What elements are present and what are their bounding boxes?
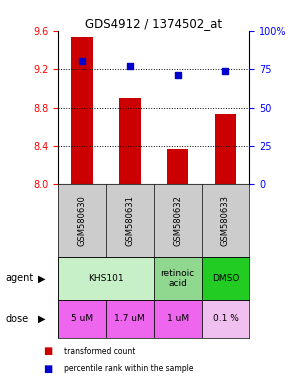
Text: dose: dose: [6, 314, 29, 324]
Bar: [202, 257, 249, 300]
Bar: [71, 37, 93, 184]
Text: GSM580631: GSM580631: [125, 195, 134, 246]
Bar: [154, 300, 202, 338]
Bar: [119, 98, 141, 184]
Bar: [58, 300, 106, 338]
Text: 1 uM: 1 uM: [166, 314, 189, 323]
Text: agent: agent: [6, 273, 34, 283]
Bar: [202, 300, 249, 338]
Text: DMSO: DMSO: [212, 274, 239, 283]
Text: GSM580633: GSM580633: [221, 195, 230, 246]
Text: ▶: ▶: [38, 314, 45, 324]
Text: percentile rank within the sample: percentile rank within the sample: [64, 364, 193, 373]
Text: transformed count: transformed count: [64, 347, 135, 356]
Text: GSM580630: GSM580630: [77, 195, 86, 246]
Text: ■: ■: [44, 346, 53, 356]
Point: [79, 58, 84, 65]
Text: 5 uM: 5 uM: [71, 314, 93, 323]
Text: retinoic
acid: retinoic acid: [160, 269, 195, 288]
Text: ▶: ▶: [38, 273, 45, 283]
Text: ■: ■: [44, 364, 53, 374]
Point: [127, 63, 132, 69]
Bar: [215, 114, 236, 184]
Title: GDS4912 / 1374502_at: GDS4912 / 1374502_at: [85, 17, 222, 30]
Bar: [167, 149, 189, 184]
Text: 0.1 %: 0.1 %: [213, 314, 238, 323]
Bar: [58, 257, 154, 300]
Text: GSM580632: GSM580632: [173, 195, 182, 246]
Text: 1.7 uM: 1.7 uM: [114, 314, 145, 323]
Point: [175, 72, 180, 78]
Bar: [106, 300, 154, 338]
Point: [223, 68, 228, 74]
Text: KHS101: KHS101: [88, 274, 124, 283]
Bar: [154, 257, 202, 300]
